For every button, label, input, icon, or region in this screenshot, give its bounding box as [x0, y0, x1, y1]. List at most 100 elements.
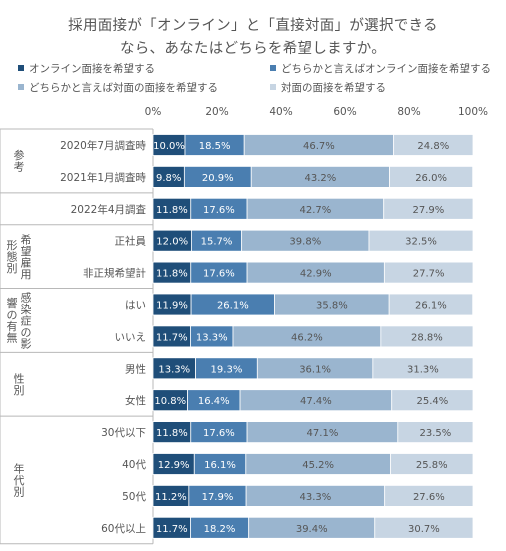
legend-item-rather-online: どちらかと言えばオンライン面接を希望する: [270, 61, 491, 76]
data-label: 11.8%: [156, 205, 188, 216]
data-label: 11.8%: [156, 428, 188, 439]
data-label: 17.6%: [203, 428, 235, 439]
data-label: 11.8%: [156, 269, 188, 280]
legend-item-online: オンライン面接を希望する: [18, 61, 155, 76]
category-label: いいえ: [115, 331, 147, 343]
data-label: 16.4%: [198, 396, 230, 407]
data-label: 45.2%: [302, 460, 334, 471]
data-label: 27.9%: [412, 205, 444, 216]
legend-swatch: [270, 65, 276, 71]
data-label: 32.5%: [405, 237, 437, 248]
data-label: 24.8%: [417, 141, 449, 152]
chart-title-line1: 採用面接が「オンライン」と「直接対面」が選択できる: [68, 18, 438, 34]
data-label: 13.3%: [158, 364, 190, 375]
data-label: 10.8%: [154, 396, 186, 407]
bar-segment: [384, 484, 474, 507]
category-label: 30代以下: [101, 427, 146, 439]
x-tick-label: 60%: [333, 106, 356, 118]
data-label: 18.2%: [204, 524, 236, 535]
category-label: はい: [125, 300, 146, 312]
data-label: 42.7%: [300, 205, 332, 216]
group-label: 参考: [14, 148, 25, 174]
bar-segment: [374, 516, 474, 539]
data-label: 26.1%: [415, 301, 447, 312]
x-tick-label: 0%: [145, 106, 162, 118]
data-label: 28.8%: [411, 332, 443, 343]
category-label: 2022年4月調査: [71, 203, 147, 216]
bar-segment: [383, 261, 474, 284]
data-label: 31.3%: [407, 364, 439, 375]
bar-segment: [391, 389, 474, 412]
data-label: 11.7%: [156, 524, 188, 535]
bar-segment: [397, 421, 474, 444]
data-label: 11.9%: [156, 301, 188, 312]
data-label: 17.6%: [203, 205, 235, 216]
category-label: 40代: [122, 459, 146, 471]
data-label: 17.6%: [203, 269, 235, 280]
x-tick-label: 20%: [205, 106, 228, 118]
data-label: 20.9%: [202, 173, 234, 184]
data-label: 42.9%: [300, 269, 332, 280]
category-label: 男性: [125, 362, 146, 375]
bar-segment: [368, 229, 474, 252]
data-label: 27.6%: [413, 492, 445, 503]
data-label: 13.3%: [196, 332, 228, 343]
data-label: 11.7%: [156, 332, 188, 343]
data-label: 46.2%: [291, 332, 323, 343]
category-label: 50代: [122, 491, 146, 503]
legend-label: 対面の面接を希望する: [281, 82, 386, 94]
data-label: 46.7%: [303, 141, 335, 152]
data-label: 35.8%: [316, 301, 348, 312]
data-label: 27.7%: [413, 269, 445, 280]
data-label: 25.4%: [416, 396, 448, 407]
data-label: 39.8%: [289, 237, 321, 248]
data-label: 23.5%: [420, 428, 452, 439]
bar-segment: [383, 197, 474, 220]
data-label: 16.1%: [204, 460, 236, 471]
data-label: 47.1%: [307, 428, 339, 439]
legend-item-inperson: 対面の面接を希望する: [270, 80, 386, 95]
category-label: 2020年7月調査時: [60, 139, 146, 152]
chart-title-line2: なら、あなたはどちらを希望しますか。: [119, 41, 387, 57]
category-label: 正社員: [115, 235, 147, 248]
x-tick-label: 100%: [458, 106, 488, 118]
group-label: 年代別: [14, 461, 25, 498]
data-label: 11.2%: [155, 492, 187, 503]
bar-segment: [380, 325, 474, 348]
data-label: 17.9%: [202, 492, 234, 503]
bar-segment: [388, 293, 474, 316]
category-label: 2021年1月調査時: [60, 171, 146, 184]
data-label: 25.8%: [416, 460, 448, 471]
data-label: 30.7%: [408, 524, 440, 535]
data-label: 47.4%: [300, 396, 332, 407]
x-tick-label: 80%: [397, 106, 420, 118]
bar-segment: [390, 453, 474, 475]
bar-segment: [393, 134, 474, 156]
category-label: 60代以上: [101, 523, 146, 535]
bar-segment: [389, 165, 474, 188]
data-label: 12.9%: [158, 460, 190, 471]
data-label: 43.2%: [304, 173, 336, 184]
data-label: 43.3%: [300, 492, 332, 503]
data-label: 18.5%: [199, 141, 231, 152]
data-label: 36.1%: [299, 364, 331, 375]
legend-label: オンライン面接を希望する: [29, 63, 155, 75]
data-label: 19.3%: [211, 364, 243, 375]
legend-swatch: [18, 65, 24, 71]
data-label: 15.7%: [201, 237, 233, 248]
legend-label: どちらかと言えば対面の面接を希望する: [29, 82, 218, 94]
category-label: 非正規希望計: [83, 267, 146, 280]
data-label: 39.4%: [296, 524, 328, 535]
category-label: 女性: [125, 394, 146, 407]
data-label: 9.8%: [156, 173, 181, 184]
bar-segment: [372, 357, 474, 380]
legend-item-rather-inperson: どちらかと言えば対面の面接を希望する: [18, 80, 218, 95]
x-tick-label: 40%: [269, 106, 292, 118]
group-label: 希望雇用形態別: [7, 232, 32, 281]
legend-swatch: [270, 84, 276, 90]
group-label: 性別: [14, 372, 25, 398]
data-label: 10.0%: [153, 141, 185, 152]
legend-swatch: [18, 84, 24, 90]
data-label: 26.0%: [415, 173, 447, 184]
